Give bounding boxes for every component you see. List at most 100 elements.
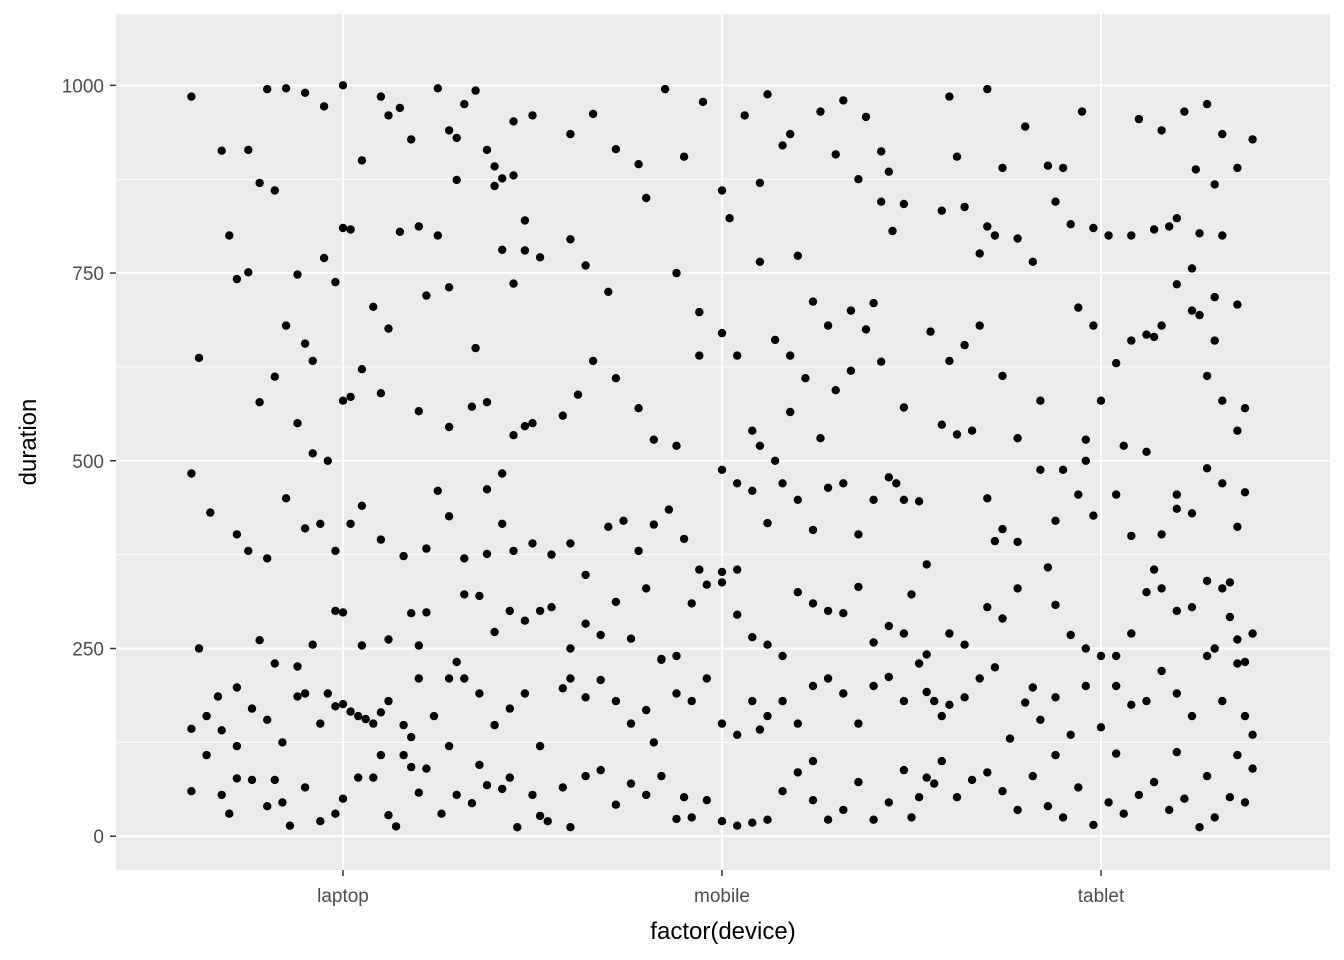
data-point bbox=[414, 222, 423, 231]
data-point bbox=[255, 398, 264, 407]
data-point bbox=[695, 307, 704, 317]
data-point bbox=[300, 339, 310, 348]
data-point bbox=[407, 762, 416, 772]
data-point bbox=[1187, 264, 1197, 273]
data-point bbox=[346, 392, 355, 402]
data-point bbox=[498, 784, 507, 794]
data-point bbox=[793, 768, 802, 777]
data-point bbox=[763, 815, 772, 824]
data-point bbox=[376, 389, 386, 398]
data-point bbox=[1104, 231, 1113, 240]
data-point bbox=[467, 402, 477, 411]
data-point bbox=[232, 530, 242, 539]
data-point bbox=[672, 441, 681, 450]
data-point bbox=[748, 633, 757, 642]
data-point bbox=[232, 774, 242, 783]
data-point bbox=[338, 699, 348, 709]
data-point bbox=[1081, 456, 1091, 465]
data-point bbox=[869, 681, 878, 691]
data-point bbox=[437, 809, 446, 818]
data-point bbox=[907, 813, 916, 822]
data-point bbox=[1248, 135, 1257, 144]
data-point bbox=[270, 775, 279, 785]
data-point bbox=[346, 225, 355, 234]
data-point bbox=[733, 565, 742, 574]
data-point bbox=[1051, 600, 1060, 610]
data-point bbox=[376, 750, 386, 760]
data-point bbox=[642, 790, 651, 800]
data-point bbox=[869, 638, 878, 647]
data-point bbox=[1134, 790, 1144, 800]
data-point bbox=[316, 817, 325, 826]
data-point bbox=[839, 479, 848, 488]
data-point bbox=[395, 227, 405, 236]
data-point bbox=[990, 231, 1000, 240]
data-point bbox=[1127, 629, 1136, 638]
data-point bbox=[687, 599, 696, 608]
data-point bbox=[717, 567, 727, 577]
data-point bbox=[695, 351, 704, 360]
data-point bbox=[308, 640, 317, 649]
data-point bbox=[823, 606, 833, 616]
data-point bbox=[316, 719, 325, 728]
data-point bbox=[217, 790, 226, 800]
data-point bbox=[414, 674, 423, 683]
data-point bbox=[1127, 531, 1136, 541]
data-point bbox=[1248, 629, 1257, 638]
data-point bbox=[452, 175, 461, 185]
data-point bbox=[649, 738, 658, 747]
data-point bbox=[331, 809, 340, 818]
data-point bbox=[664, 505, 674, 514]
data-point bbox=[1081, 681, 1091, 691]
data-point bbox=[1036, 465, 1045, 474]
data-point bbox=[270, 659, 279, 668]
data-point bbox=[778, 651, 787, 661]
data-point bbox=[884, 167, 893, 176]
data-point bbox=[990, 663, 1000, 672]
data-point bbox=[861, 325, 871, 334]
data-point bbox=[626, 719, 636, 728]
data-point bbox=[657, 771, 666, 781]
data-point bbox=[376, 535, 386, 544]
data-point bbox=[733, 730, 742, 739]
data-point bbox=[1051, 750, 1060, 760]
data-point bbox=[1240, 488, 1250, 497]
data-point bbox=[1180, 107, 1189, 116]
data-point bbox=[740, 111, 749, 120]
data-point bbox=[1165, 805, 1174, 815]
data-point bbox=[884, 621, 893, 631]
data-point bbox=[520, 246, 530, 255]
data-point bbox=[1233, 300, 1242, 309]
data-point bbox=[263, 84, 272, 94]
data-point bbox=[839, 805, 848, 815]
data-point bbox=[596, 630, 605, 640]
data-point bbox=[983, 603, 992, 612]
data-point bbox=[1134, 114, 1144, 124]
data-point bbox=[202, 750, 211, 760]
data-point bbox=[1202, 651, 1212, 661]
data-point bbox=[558, 411, 567, 420]
data-point bbox=[323, 456, 332, 465]
data-point bbox=[460, 590, 469, 599]
data-point bbox=[475, 591, 484, 601]
data-point bbox=[672, 268, 681, 278]
data-point bbox=[914, 659, 924, 668]
data-point bbox=[255, 178, 264, 188]
data-point bbox=[1172, 747, 1182, 757]
data-point bbox=[244, 145, 253, 155]
data-point bbox=[263, 554, 272, 563]
data-point bbox=[1202, 464, 1212, 473]
data-point bbox=[808, 525, 818, 535]
data-point bbox=[323, 689, 332, 698]
data-point bbox=[755, 257, 765, 266]
data-point bbox=[1020, 698, 1030, 707]
data-point bbox=[444, 126, 454, 135]
data-point bbox=[1233, 750, 1242, 760]
data-point bbox=[634, 160, 643, 169]
data-point bbox=[884, 798, 893, 807]
data-point bbox=[861, 112, 871, 122]
data-point bbox=[1089, 511, 1098, 520]
data-point bbox=[1096, 723, 1106, 732]
data-point bbox=[1020, 122, 1030, 131]
data-point bbox=[263, 715, 272, 724]
